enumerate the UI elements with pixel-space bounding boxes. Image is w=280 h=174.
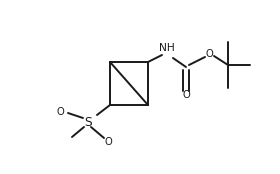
Text: NH: NH: [159, 43, 175, 53]
Text: S: S: [84, 116, 92, 129]
Text: O: O: [182, 90, 190, 100]
Text: O: O: [205, 49, 213, 59]
Text: O: O: [104, 137, 112, 147]
Text: O: O: [56, 107, 64, 117]
